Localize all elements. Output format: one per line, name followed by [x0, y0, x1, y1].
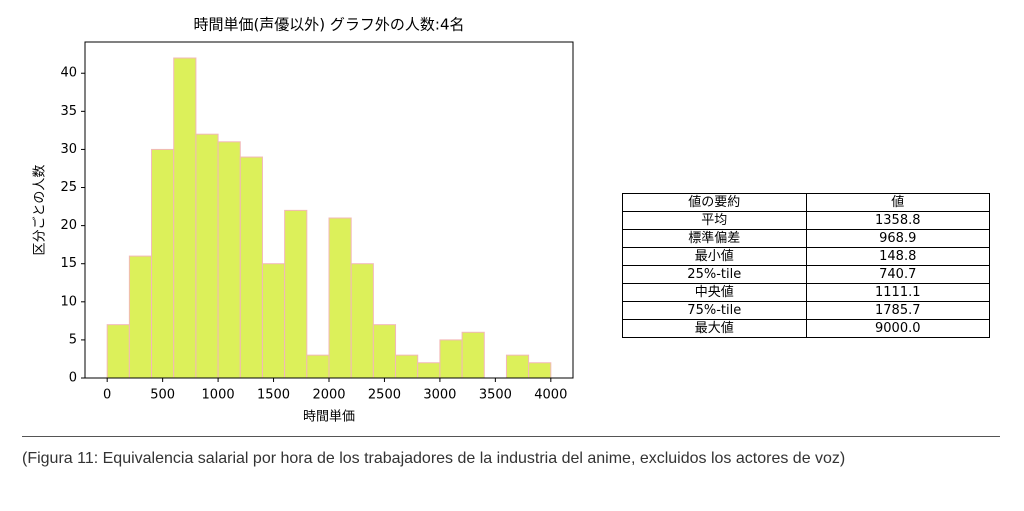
table-row: 25%-tile 740.7 — [622, 265, 990, 284]
table-row: 平均 1358.8 — [622, 211, 990, 230]
y-tick-label: 25 — [60, 180, 77, 195]
y-tick-label: 20 — [60, 218, 77, 233]
y-tick-label: 40 — [60, 66, 77, 81]
y-tick-label: 10 — [60, 294, 77, 309]
y-tick-label: 35 — [60, 104, 77, 119]
bar — [439, 339, 463, 379]
table-cell: 値の要約 — [622, 193, 807, 212]
y-tick-label: 5 — [69, 332, 77, 347]
table-cell: 9000.0 — [805, 319, 990, 338]
x-tick-label: 2000 — [312, 388, 345, 403]
x-tick-label: 3000 — [423, 388, 456, 403]
bar — [239, 156, 263, 379]
summary-table: 値の要約値平均 1358.8 標準偏差 968.9 最小値 148.8 25%-tile 74… — [622, 193, 990, 338]
x-tick-label: 0 — [103, 388, 111, 403]
table-cell: 75%-tile — [622, 301, 807, 320]
x-tick-label: 3500 — [479, 388, 512, 403]
y-axis-label: 区分ごとの人数 — [32, 165, 48, 256]
chart: 時間単価(声優以外) グラフ外の人数:4名 時間単価 区分ごとの人数 0 5 10 1… — [32, 16, 574, 425]
table-cell: 148.8 — [805, 247, 990, 266]
table-row: 最小値 148.8 — [622, 247, 990, 266]
bar — [151, 148, 175, 379]
bar — [195, 133, 219, 379]
x-tick-label: 1500 — [257, 388, 290, 403]
bar — [328, 217, 352, 379]
table-cell: 最大値 — [622, 319, 807, 338]
table-cell: 平均 — [622, 211, 807, 230]
table-cell: 値 — [805, 193, 990, 212]
x-tick-label: 4000 — [534, 388, 567, 403]
x-tick-label: 1000 — [202, 388, 235, 403]
bar — [217, 141, 241, 379]
bar — [350, 263, 374, 379]
y-tick-label: 15 — [60, 256, 77, 271]
bar — [173, 57, 197, 379]
table-cell: 740.7 — [805, 265, 990, 284]
table-cell: 1358.8 — [805, 211, 990, 230]
table-cell: 中央値 — [622, 283, 807, 302]
table-row: 標準偏差 968.9 — [622, 229, 990, 248]
y-tick-label: 30 — [60, 142, 77, 157]
bar — [395, 354, 419, 379]
bar — [461, 331, 485, 379]
table-row: 最大値 9000.0 — [622, 319, 990, 338]
table-header: 値の要約値 — [622, 193, 990, 212]
bar — [306, 354, 330, 379]
bar — [528, 362, 552, 379]
table-cell: 1785.7 — [805, 301, 990, 320]
x-axis-label: 時間単価 — [303, 409, 355, 425]
table-cell: 1111.1 — [805, 283, 990, 302]
bar — [284, 209, 308, 379]
bar — [261, 263, 286, 379]
table-cell: 968.9 — [805, 229, 990, 248]
table-row: 75%-tile 1785.7 — [622, 301, 990, 320]
divider — [22, 436, 1000, 437]
x-tick-label: 2500 — [368, 388, 401, 403]
table-row: 中央値 1111.1 — [622, 283, 990, 302]
chart-title: 時間単価(声優以外) グラフ外の人数:4名 — [193, 16, 464, 34]
table-cell: 最小値 — [622, 247, 807, 266]
bar — [505, 354, 530, 379]
table-cell: 25%-tile — [622, 265, 807, 284]
bar — [128, 255, 153, 379]
caption: (Figura 11: Equivalencia salarial por ho… — [22, 450, 846, 467]
bar — [417, 362, 441, 379]
table-cell: 標準偏差 — [622, 229, 807, 248]
y-tick-label: 0 — [69, 371, 77, 386]
bar — [106, 324, 130, 379]
x-tick-label: 500 — [150, 388, 175, 403]
bar — [372, 324, 397, 379]
